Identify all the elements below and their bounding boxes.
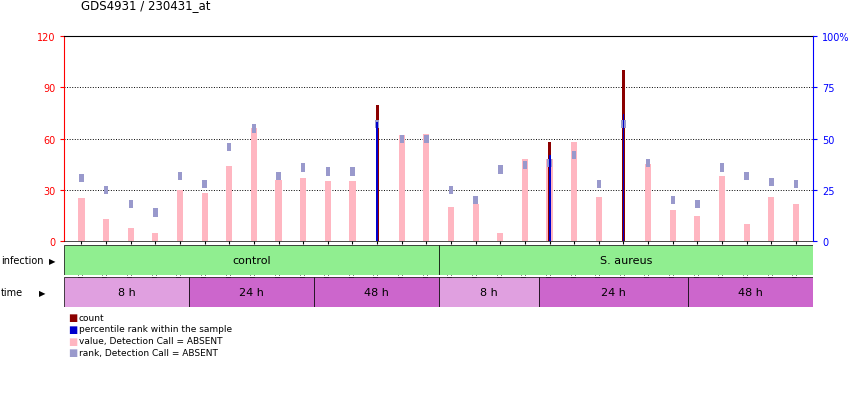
- Text: 8 h: 8 h: [479, 287, 497, 297]
- Bar: [152, 233, 158, 242]
- Text: time: time: [1, 287, 23, 297]
- Bar: [64, 278, 189, 307]
- Bar: [523, 162, 527, 170]
- Bar: [538, 278, 688, 307]
- Bar: [350, 168, 354, 176]
- Bar: [622, 71, 625, 242]
- Bar: [424, 134, 430, 242]
- Bar: [349, 182, 355, 242]
- Bar: [744, 225, 750, 242]
- Bar: [276, 172, 281, 180]
- Text: control: control: [232, 256, 270, 266]
- Text: value, Detection Call = ABSENT: value, Detection Call = ABSENT: [79, 336, 223, 345]
- Text: percentile rank within the sample: percentile rank within the sample: [79, 325, 232, 334]
- Bar: [547, 160, 552, 168]
- Bar: [325, 168, 330, 176]
- Bar: [128, 228, 134, 242]
- Text: ■: ■: [68, 324, 78, 334]
- Bar: [301, 164, 306, 172]
- Bar: [300, 178, 306, 242]
- Bar: [473, 197, 478, 205]
- Text: ■: ■: [68, 313, 78, 323]
- Text: infection: infection: [1, 256, 44, 266]
- Text: 8 h: 8 h: [118, 287, 135, 297]
- Bar: [251, 129, 257, 242]
- Text: rank, Detection Call = ABSENT: rank, Detection Call = ABSENT: [79, 348, 217, 357]
- Bar: [189, 278, 314, 307]
- Bar: [104, 186, 109, 195]
- Bar: [694, 216, 700, 242]
- Bar: [548, 143, 551, 242]
- Bar: [79, 199, 85, 242]
- Bar: [719, 177, 725, 242]
- Bar: [128, 201, 133, 209]
- Bar: [497, 233, 503, 242]
- Bar: [670, 197, 675, 205]
- Bar: [794, 180, 798, 188]
- Bar: [80, 174, 84, 182]
- Bar: [572, 152, 576, 160]
- Bar: [252, 125, 256, 133]
- Text: count: count: [79, 313, 104, 322]
- Text: 24 h: 24 h: [601, 287, 626, 297]
- Bar: [695, 201, 699, 209]
- Bar: [314, 278, 438, 307]
- Bar: [745, 172, 749, 180]
- Bar: [201, 194, 208, 242]
- Bar: [720, 164, 724, 172]
- Bar: [276, 180, 282, 242]
- Bar: [425, 135, 429, 143]
- Bar: [324, 182, 331, 242]
- Bar: [645, 165, 651, 242]
- Bar: [669, 211, 676, 242]
- Bar: [376, 105, 378, 242]
- Text: 48 h: 48 h: [739, 287, 764, 297]
- Bar: [768, 197, 775, 242]
- Bar: [597, 180, 601, 188]
- Bar: [399, 136, 405, 242]
- Bar: [227, 143, 231, 152]
- Bar: [596, 197, 602, 242]
- Bar: [375, 121, 379, 129]
- Bar: [571, 143, 577, 242]
- Bar: [400, 135, 404, 143]
- Bar: [438, 278, 538, 307]
- Bar: [178, 172, 182, 180]
- Bar: [769, 178, 774, 186]
- Bar: [103, 219, 110, 242]
- Bar: [64, 246, 438, 275]
- Text: GDS4931 / 230431_at: GDS4931 / 230431_at: [81, 0, 211, 12]
- Bar: [522, 160, 528, 242]
- Bar: [449, 186, 453, 195]
- Bar: [202, 180, 207, 188]
- Bar: [646, 160, 651, 168]
- Bar: [448, 207, 454, 242]
- Text: 48 h: 48 h: [364, 287, 389, 297]
- Text: 24 h: 24 h: [239, 287, 264, 297]
- Bar: [438, 246, 813, 275]
- Text: S. aureus: S. aureus: [600, 256, 652, 266]
- Text: ■: ■: [68, 336, 78, 346]
- Bar: [498, 166, 502, 174]
- Text: ▶: ▶: [39, 288, 46, 297]
- Text: ▶: ▶: [49, 256, 56, 265]
- Bar: [177, 190, 183, 242]
- Bar: [376, 123, 378, 242]
- Bar: [226, 167, 232, 242]
- Bar: [153, 209, 158, 217]
- Bar: [621, 121, 626, 129]
- Bar: [546, 160, 553, 242]
- Bar: [549, 156, 550, 242]
- Bar: [793, 204, 799, 242]
- Text: ■: ■: [68, 347, 78, 357]
- Bar: [473, 204, 479, 242]
- Bar: [622, 115, 625, 242]
- Bar: [688, 278, 813, 307]
